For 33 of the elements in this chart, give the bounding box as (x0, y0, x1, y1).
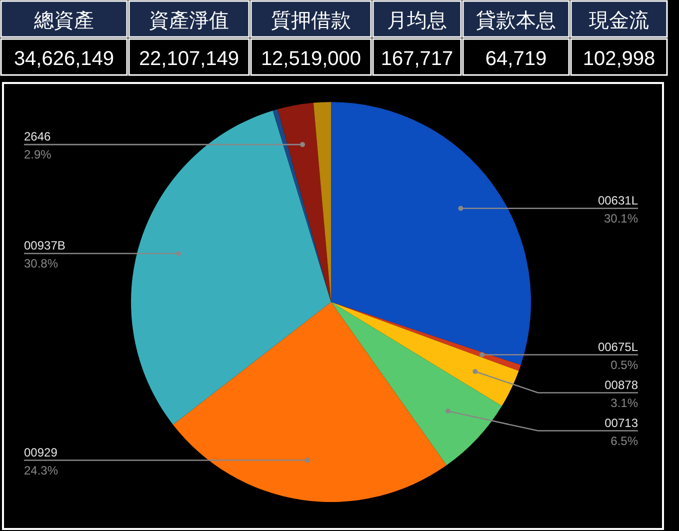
text: 22,107,149 (138, 48, 240, 70)
text: 34,626,149 (14, 48, 114, 70)
category-label: 總資產 (33, 10, 94, 32)
category-label: 月均息 (387, 10, 447, 32)
category-label: 現金流 (589, 10, 649, 32)
slice-label: 00713 (604, 416, 638, 430)
pie-slice (131, 110, 331, 425)
data-label: 6.5% (610, 434, 638, 448)
text: 167,717 (380, 48, 454, 70)
data-label: 30.1% (604, 211, 638, 226)
slice-label: 00929 (24, 445, 58, 460)
text: 102,998 (582, 48, 656, 70)
text: 64,719 (485, 48, 547, 70)
pie-slice (313, 102, 331, 302)
slice-label: 00631L (598, 193, 638, 208)
pie-slice (172, 302, 447, 502)
category-label: 貸款本息 (476, 10, 556, 32)
data-label: 2.9% (24, 148, 52, 162)
data-label: 0.5% (610, 358, 638, 372)
category-label: 質押借款 (271, 10, 351, 32)
category-label: 資產淨值 (149, 10, 229, 32)
slice-label: 00675L (598, 340, 638, 354)
data-label: 30.8% (24, 256, 58, 271)
slice-label: 00878 (604, 378, 638, 392)
pie-slice (331, 302, 502, 466)
pie-slice (331, 102, 531, 365)
text: 12,519,000 (260, 48, 362, 70)
data-label: 3.1% (610, 396, 638, 410)
slice-label: 00937B (24, 238, 66, 253)
data-label: 24.3% (24, 463, 58, 478)
pie-slice (331, 302, 519, 406)
pie-slice (331, 302, 521, 371)
slice-label: 2646 (24, 130, 52, 144)
